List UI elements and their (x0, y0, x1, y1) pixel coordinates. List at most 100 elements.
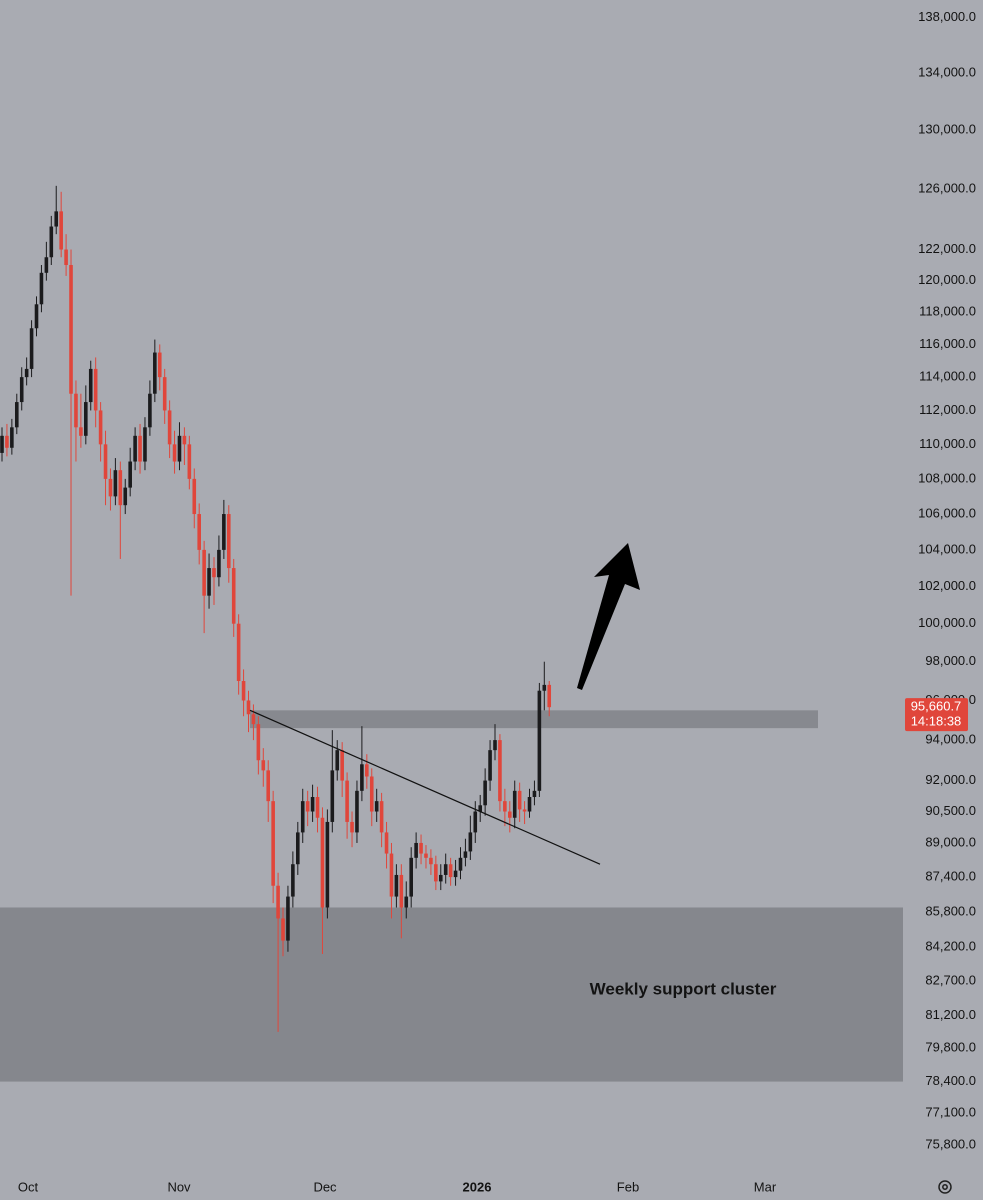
y-tick-label: 100,000.0 (918, 615, 976, 630)
candle-body (271, 801, 275, 886)
candle-body (74, 393, 78, 428)
candle-body (256, 724, 261, 761)
candle-body (88, 368, 93, 403)
candle-body (79, 427, 83, 436)
candle-body (93, 368, 98, 411)
candle-body (369, 776, 374, 812)
candle-body (24, 368, 29, 378)
candle-body (187, 444, 192, 479)
candle-body (157, 352, 162, 378)
candle-body (212, 568, 216, 578)
candle-body (182, 435, 187, 445)
candle-body (340, 750, 344, 781)
candle-body (547, 684, 552, 708)
candle-body (49, 226, 54, 258)
candle-body (34, 304, 39, 329)
candle-body (291, 864, 295, 897)
candle-body (138, 435, 142, 462)
candle-body (434, 864, 438, 882)
candle-body (251, 714, 256, 725)
y-tick-label: 116,000.0 (919, 336, 976, 351)
candle-body (177, 435, 182, 462)
candle-body (512, 790, 517, 818)
candle-body (537, 690, 542, 791)
candle-body (118, 470, 123, 506)
candle-body (222, 514, 226, 550)
candle-body (404, 896, 409, 908)
x-tick-label: 2026 (463, 1179, 492, 1194)
candle-body (296, 832, 300, 865)
x-axis: Oct Nov Dec 2026 Feb Mar (18, 1179, 777, 1194)
candle-body (276, 885, 280, 919)
y-tick-label: 138,000.0 (918, 9, 976, 24)
y-tick-label: 75,800.0 (925, 1136, 976, 1151)
trendline (249, 709, 601, 865)
y-tick-label: 134,000.0 (918, 64, 976, 79)
y-tick-label: 108,000.0 (918, 470, 976, 485)
candle-body (128, 461, 132, 488)
candle-body (5, 435, 9, 448)
candle-body (424, 853, 428, 858)
y-tick-label: 126,000.0 (918, 180, 976, 195)
candle-body (438, 874, 443, 882)
candle-body (335, 750, 340, 771)
candle-body (162, 377, 167, 411)
candle-body (236, 623, 241, 681)
arrow (577, 543, 640, 690)
candle-body (231, 568, 236, 624)
candle-body (429, 857, 433, 865)
x-tick-label: Nov (167, 1179, 191, 1194)
candle-body (453, 870, 458, 878)
y-tick-label: 104,000.0 (918, 541, 976, 556)
candle-body (394, 874, 399, 897)
x-tick-label: Feb (617, 1179, 639, 1194)
candle-body (281, 918, 285, 941)
y-tick-label: 81,200.0 (925, 1007, 976, 1022)
y-tick-label: 87,400.0 (925, 869, 976, 884)
y-tick-label: 98,000.0 (925, 653, 976, 668)
y-tick-label: 94,000.0 (925, 732, 976, 747)
candle-body (374, 801, 379, 812)
candle-body (360, 764, 364, 791)
candle-body (305, 801, 310, 812)
candle-body (44, 257, 49, 273)
candle-body (389, 853, 394, 897)
candle-body (507, 811, 512, 818)
candle-body (409, 857, 413, 897)
candle-body (197, 514, 201, 550)
candle-body (84, 402, 88, 436)
settings-icon[interactable] (938, 1180, 952, 1194)
y-tick-label: 78,400.0 (925, 1073, 976, 1088)
candle-body (14, 402, 19, 428)
candle-body (172, 444, 177, 462)
candle-body (414, 842, 418, 858)
price-label: 95,660.7 (911, 699, 962, 714)
y-tick-label: 120,000.0 (918, 272, 976, 287)
y-tick-label: 112,000.0 (919, 402, 976, 417)
y-tick-label: 114,000.0 (919, 369, 976, 384)
candle-body (522, 809, 527, 812)
x-tick-label: Mar (754, 1179, 777, 1194)
y-tick-label: 102,000.0 (918, 578, 976, 593)
candle-body (379, 801, 384, 833)
annotation: Weekly support cluster (590, 979, 777, 998)
candle-body (448, 864, 453, 878)
candle-body (29, 328, 34, 369)
candle-body (207, 568, 211, 596)
candle-body (310, 797, 315, 812)
y-tick-label: 122,000.0 (918, 241, 976, 256)
y-tick-label: 82,700.0 (925, 973, 976, 988)
price-label-box (905, 698, 968, 732)
candle-body (365, 764, 369, 777)
candle-body (113, 470, 118, 497)
candle-body (217, 549, 221, 578)
candle-body (103, 444, 108, 479)
x-tick-label: Oct (18, 1179, 39, 1194)
candle-body (19, 377, 24, 403)
y-tick-label: 130,000.0 (918, 121, 976, 136)
candle-body (483, 780, 487, 806)
candle-body (517, 790, 522, 810)
candle-body (246, 700, 251, 715)
y-axis: 138,000.0 134,000.0 130,000.0 126,000.0 122,… (905, 9, 976, 1151)
